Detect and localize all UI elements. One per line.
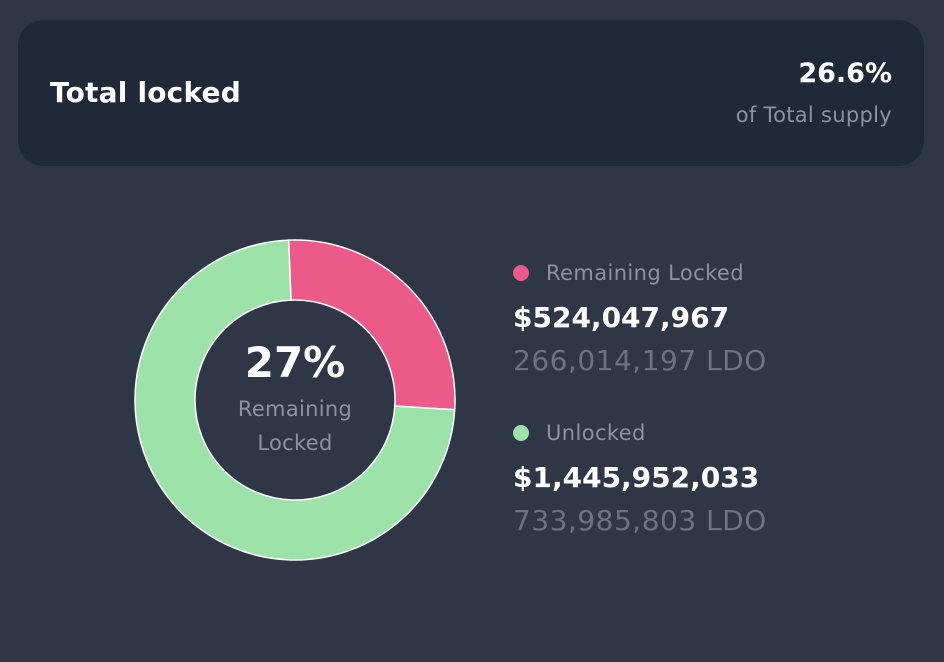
legend-usd-value: $524,047,967 bbox=[513, 301, 730, 334]
donut-center-value: 27% bbox=[244, 338, 346, 387]
legend-dot-unlocked bbox=[513, 425, 529, 441]
donut-slice-unlocked bbox=[134, 239, 456, 561]
legend-label: Unlocked bbox=[546, 421, 646, 445]
locked-percent-value: 26.6% bbox=[798, 58, 892, 89]
total-locked-card: Total locked 26.6% of Total supply bbox=[18, 20, 924, 166]
legend-item-unlocked: Unlocked $1,445,952,033 733,985,803 LDO bbox=[513, 418, 767, 537]
donut-chart-svg bbox=[134, 239, 456, 561]
card-title: Total locked bbox=[50, 76, 241, 109]
legend-usd-value: $1,445,952,033 bbox=[513, 461, 760, 494]
legend-token-value: 266,014,197 LDO bbox=[513, 344, 767, 377]
legend-dot-remaining-locked bbox=[513, 265, 529, 281]
legend-token-value: 733,985,803 LDO bbox=[513, 504, 767, 537]
donut-chart: 27% Remaining Locked bbox=[133, 238, 457, 562]
legend-item-remaining-locked: Remaining Locked $524,047,967 266,014,19… bbox=[513, 258, 767, 377]
donut-slice-remaining-locked bbox=[287, 239, 456, 411]
locked-percent-caption: of Total supply bbox=[735, 103, 892, 127]
legend-label: Remaining Locked bbox=[546, 261, 744, 285]
donut-center-label: Remaining Locked bbox=[237, 397, 353, 455]
